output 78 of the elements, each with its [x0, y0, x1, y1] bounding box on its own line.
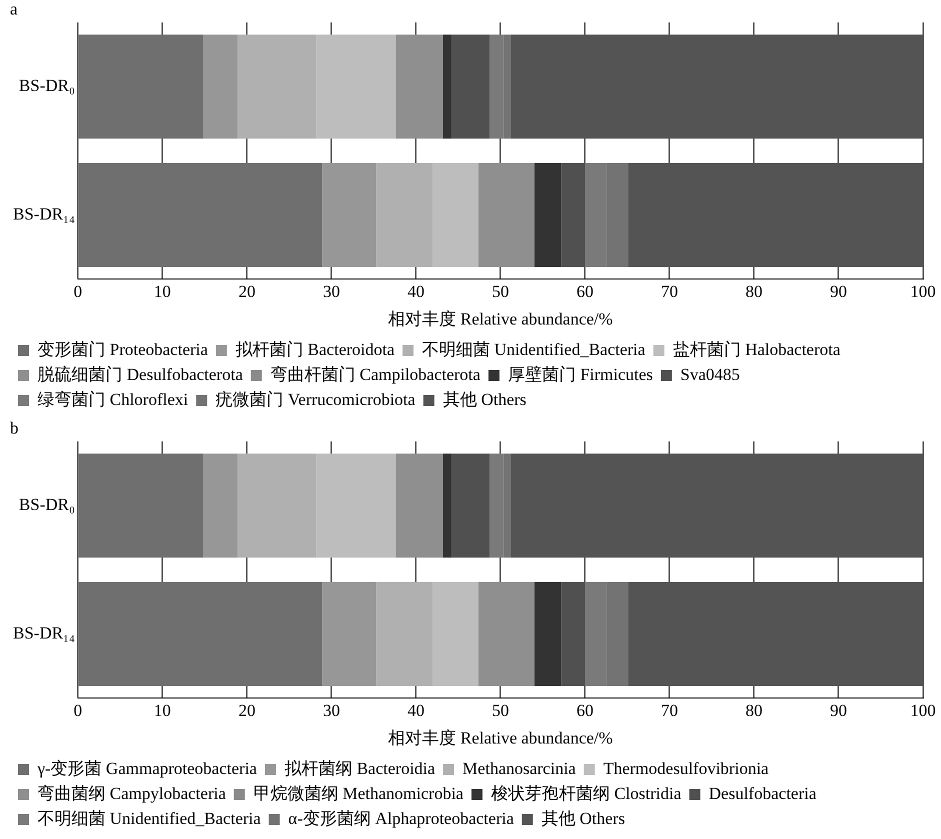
- bar: [322, 582, 376, 686]
- y-tick-label: BS-DR₀: [18, 76, 75, 96]
- bar: [202, 34, 238, 139]
- legend-label: 拟杆菌纲 Bacteroidia: [284, 758, 436, 778]
- bar: [396, 454, 443, 558]
- x-tick-label: 10: [154, 700, 171, 720]
- x-tick-label: 70: [660, 282, 678, 301]
- bar: [202, 454, 238, 558]
- x-axis-title: 相对丰度 Relative abundance/%: [388, 309, 613, 328]
- legend-label: Thermodesulfovibrionia: [603, 758, 770, 778]
- bar: [478, 582, 534, 686]
- legend-label: Methanosarcinia: [462, 758, 576, 778]
- y-tick-label: BS-DR₁₄: [12, 623, 75, 642]
- bar: [322, 163, 376, 267]
- x-tick-label: 100: [910, 700, 936, 720]
- legend-label: 甲烷微菌纲 Methanomicrobia: [253, 784, 464, 803]
- x-tick-label: 80: [745, 700, 762, 720]
- legend-label: Desulfobacteria: [708, 784, 817, 803]
- bar: [376, 163, 433, 267]
- legend-label: 疣微菌门 Verrucomicrobiota: [216, 390, 416, 409]
- bar: [78, 582, 322, 686]
- x-tick-label: 20: [238, 282, 256, 301]
- bar: [78, 454, 203, 558]
- chart-title: a: [10, 0, 18, 19]
- chart-title: b: [10, 418, 18, 438]
- bar: [432, 582, 478, 686]
- bar: [432, 163, 478, 267]
- legend-label: 盐杆菌门 Halobacterota: [672, 340, 841, 359]
- x-axis-title: 相对丰度 Relative abundance/%: [388, 728, 613, 748]
- bar: [78, 163, 322, 267]
- bar: [376, 582, 433, 686]
- legend-label: Sva0485: [680, 364, 740, 384]
- bar: [534, 582, 562, 686]
- x-tick-label: 90: [830, 282, 847, 301]
- bar: [316, 34, 396, 139]
- bar: [534, 163, 562, 267]
- legend-label: 脱硫细菌门 Desulfobacterota: [38, 364, 244, 384]
- legend-label: 其他 Others: [541, 808, 625, 828]
- x-tick-label: 20: [238, 700, 256, 720]
- bar: [396, 34, 443, 139]
- legend-label: 厚壁菌门 Firmicutes: [508, 364, 653, 384]
- bar: [442, 454, 452, 558]
- x-tick-label: 50: [492, 282, 509, 301]
- bar: [478, 163, 534, 267]
- x-tick-label: 100: [910, 282, 936, 301]
- legend-label: 不明细菌 Unidentified_Bacteria: [38, 808, 262, 828]
- legend-label: α-变形菌纲 Alphaproteobacteria: [288, 808, 514, 828]
- bar: [78, 34, 203, 139]
- bar: [238, 454, 316, 558]
- bar: [451, 454, 490, 558]
- legend-label: γ-变形菌 Gammaproteobacteria: [36, 758, 258, 778]
- x-tick-label: 0: [74, 282, 82, 301]
- legend-label: 弯曲菌纲 Campylobacteria: [38, 784, 226, 803]
- x-tick-label: 30: [322, 700, 340, 720]
- legend-label: 其他 Others: [442, 390, 526, 409]
- legend-label: 梭状芽孢杆菌纲 Clostridia: [490, 784, 682, 803]
- legend-label: 不明细菌 Unidentified_Bacteria: [422, 340, 646, 359]
- legend-label: 绿弯菌门 Chloroflexi: [38, 390, 188, 409]
- x-tick-label: 10: [154, 282, 171, 301]
- x-tick-label: 60: [576, 700, 594, 720]
- y-tick-label: BS-DR₁₄: [12, 204, 75, 224]
- x-tick-label: 40: [407, 700, 424, 720]
- x-tick-label: 90: [830, 700, 847, 720]
- x-tick-label: 0: [74, 700, 82, 720]
- y-tick-label: BS-DR₀: [18, 495, 75, 514]
- legend-label: 弯曲杆菌门 Campilobacterota: [270, 364, 481, 384]
- x-tick-label: 60: [576, 282, 594, 301]
- x-tick-label: 30: [322, 282, 340, 301]
- x-tick-label: 50: [492, 700, 509, 720]
- x-tick-label: 80: [745, 282, 762, 301]
- legend-label: 变形菌门 Proteobacteria: [38, 340, 208, 359]
- bar: [442, 34, 452, 139]
- bar: [316, 454, 396, 558]
- x-tick-label: 40: [407, 282, 424, 301]
- bar: [451, 34, 490, 139]
- bar: [238, 34, 316, 139]
- legend-label: 拟杆菌门 Bacteroidota: [235, 340, 395, 359]
- x-tick-label: 70: [660, 700, 678, 720]
